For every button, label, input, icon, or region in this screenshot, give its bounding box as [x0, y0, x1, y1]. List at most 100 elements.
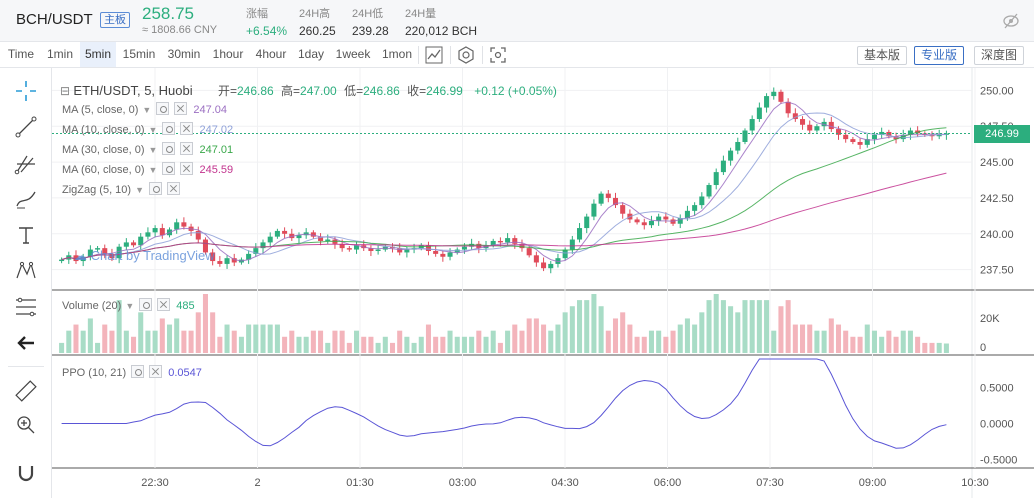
candle-body: [123, 242, 129, 247]
ppo-legend[interactable]: PPO (10, 21) 0.0547: [62, 365, 202, 379]
indicator-ma5[interactable]: MA (5, close, 0) ▼ 247.04: [62, 102, 227, 116]
volume-bar: [713, 294, 719, 353]
candle-body: [562, 249, 568, 259]
indicator-zigzag[interactable]: ZigZag (5, 10) ▼: [62, 182, 181, 198]
volume-bar: [210, 312, 216, 353]
trend-line-icon[interactable]: [13, 114, 39, 140]
candle-body: [800, 119, 806, 125]
volume-bar: [159, 318, 165, 353]
candle-body: [620, 205, 626, 214]
volume-bar: [684, 318, 690, 353]
candle-body: [742, 130, 748, 142]
volume-bar: [296, 336, 302, 353]
tradingview-watermark: ☁ Chart by TradingView: [74, 248, 215, 263]
candle-body: [325, 239, 331, 241]
tf-1week[interactable]: 1week: [335, 47, 371, 61]
candle-body: [756, 107, 762, 120]
candle-body: [663, 216, 669, 220]
candle-body: [835, 129, 842, 135]
candle-body: [713, 172, 719, 186]
back-arrow-icon[interactable]: [13, 330, 39, 356]
view-basic-button[interactable]: 基本版: [857, 46, 908, 65]
volume-bar: [771, 330, 777, 353]
ppo-tick-label: 0.0000: [980, 419, 1014, 431]
tf-time[interactable]: Time: [7, 47, 35, 61]
volume-bar: [785, 300, 791, 353]
tf-4hour[interactable]: 4hour: [255, 47, 287, 61]
candle-body: [778, 91, 784, 102]
volume-bar: [821, 330, 827, 353]
volume-bar: [742, 300, 748, 353]
zoom-in-icon[interactable]: [13, 412, 39, 438]
volume-bar: [318, 330, 324, 353]
volume-bar: [764, 300, 770, 353]
volume-bar: [174, 318, 180, 353]
tf-1hour[interactable]: 1hour: [212, 47, 244, 61]
candle-body: [159, 228, 165, 236]
candle-body: [519, 243, 525, 249]
tf-5min[interactable]: 5min: [80, 42, 116, 67]
candle-body: [282, 230, 288, 234]
view-depth-button[interactable]: 深度图: [974, 46, 1025, 65]
volume-bar: [109, 330, 115, 353]
stat-volume: 24H量 220,012 BCH: [405, 8, 478, 38]
candle-body: [555, 258, 561, 264]
volume-bar: [519, 330, 525, 353]
time-tick-label: 22:30: [141, 477, 169, 489]
chart-type-icon[interactable]: [424, 45, 444, 65]
candle-body: [864, 139, 870, 145]
candle-body: [217, 261, 223, 264]
tf-1day[interactable]: 1day: [297, 47, 325, 61]
volume-bar: [217, 336, 223, 353]
text-tool-icon[interactable]: [13, 222, 39, 248]
tf-1min[interactable]: 1min: [46, 47, 73, 61]
indicator-ma60[interactable]: MA (60, close, 0) ▼ 245.59: [62, 162, 234, 176]
tf-1mon[interactable]: 1mon: [381, 47, 413, 61]
volume-bar: [152, 330, 158, 353]
volume-bar: [95, 342, 101, 353]
fullscreen-icon[interactable]: [488, 45, 508, 65]
volume-legend[interactable]: Volume (20) ▼ 485: [62, 298, 195, 312]
candle-body: [656, 216, 662, 221]
volume-bar: [627, 324, 633, 353]
candle-body: [692, 205, 698, 211]
volume-bar: [116, 300, 122, 353]
magnet-icon[interactable]: [13, 460, 39, 486]
price-chart-svg[interactable]: 250.00247.50245.00242.50240.00237.5022:3…: [52, 68, 1034, 498]
indicator-settings-icon[interactable]: [456, 45, 476, 65]
candle-body: [577, 228, 583, 240]
candle-body: [447, 252, 453, 257]
candle-body: [699, 196, 705, 206]
indicator-ma10[interactable]: MA (10, close, 0) ▼ 247.02: [62, 122, 234, 136]
candle-body: [497, 240, 503, 243]
volume-bar: [339, 330, 345, 353]
tf-15min[interactable]: 15min: [122, 47, 156, 61]
volume-bar: [73, 324, 79, 353]
pitchfork-icon[interactable]: [13, 150, 39, 176]
pair-name[interactable]: BCH/USDT: [16, 11, 93, 28]
volume-bar: [87, 318, 93, 353]
volume-bar: [375, 342, 381, 353]
volume-bar: [325, 342, 331, 353]
candle-body: [533, 255, 539, 263]
view-pro-button[interactable]: 专业版: [914, 46, 965, 65]
candle-body: [792, 113, 798, 120]
crosshair-icon[interactable]: [13, 78, 39, 104]
candle-body: [505, 238, 511, 243]
chart-area[interactable]: 250.00247.50245.00242.50240.00237.5022:3…: [52, 68, 1034, 498]
indicator-ma30[interactable]: MA (30, close, 0) ▼ 247.01: [62, 142, 234, 156]
stat-change: 涨幅 +6.54%: [246, 8, 288, 38]
candle-body: [397, 248, 403, 253]
tf-30min[interactable]: 30min: [167, 47, 201, 61]
price-cny: ≈ 1808.66 CNY: [142, 24, 218, 36]
candle-body: [346, 248, 352, 250]
fib-retracement-icon[interactable]: [13, 294, 39, 320]
brush-icon[interactable]: [13, 186, 39, 212]
hide-eye-icon[interactable]: [1002, 12, 1020, 30]
ruler-icon[interactable]: [13, 378, 39, 404]
candle-body: [548, 263, 554, 269]
volume-bar: [922, 342, 928, 353]
volume-bar: [943, 343, 949, 353]
volume-bar: [260, 324, 266, 353]
pattern-icon[interactable]: [13, 258, 39, 284]
